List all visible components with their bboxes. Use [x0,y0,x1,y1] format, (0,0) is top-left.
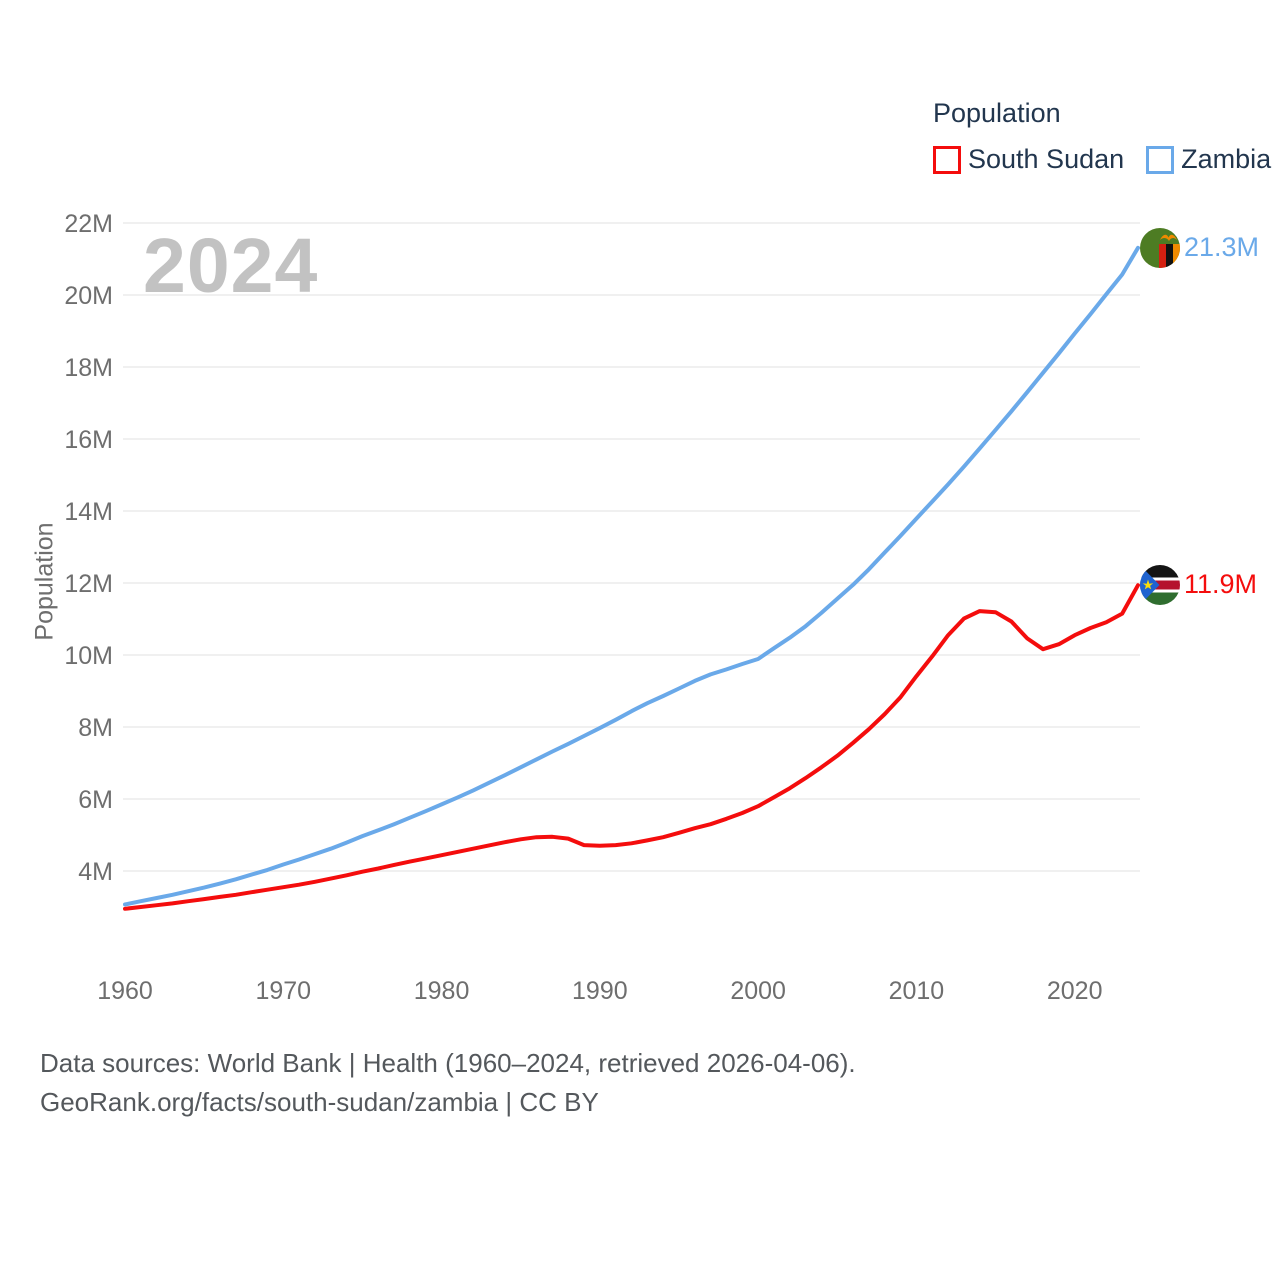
y-tick-label: 18M [64,354,113,382]
y-tick-label: 6M [78,786,113,814]
south-sudan-flag-icon [1140,565,1180,606]
zambia-flag-icon [1140,227,1180,268]
x-tick-label: 1970 [255,977,311,1005]
y-axis-title: Population [30,522,59,641]
y-tick-label: 16M [64,426,113,454]
watermark-year: 2024 [143,223,319,309]
x-tick-label: 1990 [572,977,628,1005]
footer-url: GeoRank.org/facts/south-sudan/zambia | C… [40,1087,599,1117]
y-tick-label: 10M [64,642,113,670]
x-tick-label: 1980 [414,977,470,1005]
legend-title: Population [933,98,1061,128]
y-tick-label: 20M [64,282,113,310]
x-tick-label: 1960 [97,977,153,1005]
legend-item-zambia[interactable]: Zambia [1146,144,1271,175]
south-sudan-end-value: 11.9M [1184,569,1258,600]
legend-items: South Sudan Zambia [933,144,1271,175]
series-line-zambia [123,245,1140,907]
legend-label-zambia: Zambia [1181,144,1272,174]
y-tick-label: 4M [78,858,113,886]
x-tick-label: 2020 [1047,977,1103,1005]
y-tick-label: 8M [78,714,113,742]
zambia-end-value: 21.3M [1184,231,1260,262]
y-tick-label: 14M [64,498,113,526]
y-tick-label: 12M [64,570,113,598]
legend-item-south-sudan[interactable]: South Sudan [933,144,1124,175]
footer-data-sources: Data sources: World Bank | Health (1960–… [40,1048,856,1078]
footer-attribution: Data sources: World Bank | Health (1960–… [40,1044,856,1122]
zambia-swatch-icon [1146,145,1175,174]
legend: Population South Sudan Zambia [933,98,1271,175]
chart-plot-area: 4M 6M 8M 10M 12M 14M 16M 18M 20M 22M 1960 1970 1980 1… [64,210,1140,1005]
south-sudan-swatch-icon [933,145,961,174]
x-tick-label: 2000 [730,977,786,1005]
legend-label-south-sudan: South Sudan [968,144,1125,174]
y-tick-label: 22M [64,210,113,238]
x-tick-label: 2010 [889,977,945,1005]
series-line-south-sudan [123,583,1140,911]
